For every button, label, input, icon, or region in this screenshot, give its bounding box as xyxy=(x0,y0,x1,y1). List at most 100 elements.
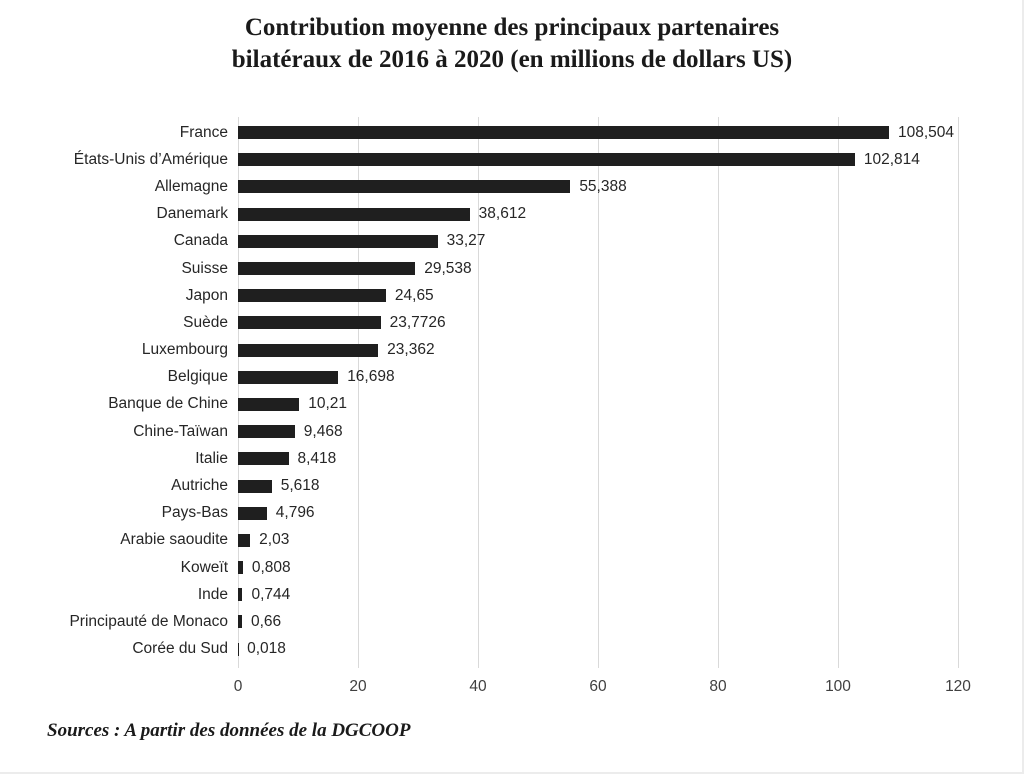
gridline-x-100 xyxy=(838,117,839,668)
bar xyxy=(238,588,243,602)
bar xyxy=(238,397,300,411)
value-label: 8,418 xyxy=(297,449,337,467)
category-label: Italie xyxy=(195,449,228,467)
category-label: Banque de Chine xyxy=(108,395,228,413)
bar xyxy=(238,234,438,248)
value-label: 23,7726 xyxy=(389,313,446,331)
value-label: 0,744 xyxy=(251,585,291,603)
x-axis-tick-labels: 0 20 40 60 80 100 120 xyxy=(234,678,971,698)
category-label: États-Unis d’Amérique xyxy=(73,150,228,168)
category-label: Principauté de Monaco xyxy=(69,612,228,630)
bar xyxy=(238,506,267,520)
source-note: Sources : A partir des données de la DGC… xyxy=(47,720,411,741)
bar-row: Allemagne 55,388 xyxy=(0,173,1024,200)
bar-track: 10,21 xyxy=(238,391,1024,418)
bar-row: Inde 0,744 xyxy=(0,581,1024,608)
value-label: 5,618 xyxy=(280,477,320,495)
bar-row: États-Unis d’Amérique 102,814 xyxy=(0,146,1024,173)
value-label: 2,03 xyxy=(259,531,290,549)
chart-title-line-2: bilatéraux de 2016 à 2020 (en millions d… xyxy=(231,46,793,73)
category-label: Japon xyxy=(185,286,228,304)
value-label: 0,66 xyxy=(250,612,282,630)
x-tick-label: 60 xyxy=(589,678,607,695)
x-tick-label: 100 xyxy=(825,678,851,695)
category-label: Allemagne xyxy=(154,177,228,195)
bar-track: 55,388 xyxy=(238,173,1024,200)
bar-row: Canada 33,27 xyxy=(0,228,1024,255)
value-label: 33,27 xyxy=(446,232,486,250)
bar-track: 5,618 xyxy=(238,472,1024,499)
bar-row: Pays-Bas 4,796 xyxy=(0,500,1024,527)
category-label: Autriche xyxy=(171,477,228,495)
bar-row: Danemark 38,612 xyxy=(0,201,1024,228)
bar-rows: France 108,504 États-Unis d’Amérique 102,81… xyxy=(0,119,1024,663)
bar-row: Koweït 0,808 xyxy=(0,554,1024,581)
value-label: 23,362 xyxy=(387,341,435,359)
bar-track: 16,698 xyxy=(238,364,1024,391)
bar-row: Japon 24,65 xyxy=(0,282,1024,309)
gridline-x-60 xyxy=(598,117,599,668)
category-label: Danemark xyxy=(156,205,229,223)
bar xyxy=(238,425,295,439)
gridline-x-40 xyxy=(478,117,479,668)
bar-row: Italie 8,418 xyxy=(0,445,1024,472)
plot-gridlines xyxy=(238,117,960,668)
bar xyxy=(238,207,470,221)
bar-track: 24,65 xyxy=(238,282,1024,309)
bar-row: Principauté de Monaco 0,66 xyxy=(0,608,1024,635)
bar-track: 23,362 xyxy=(238,337,1024,364)
value-label: 55,388 xyxy=(579,177,627,195)
bar xyxy=(238,180,571,194)
category-label: Suisse xyxy=(181,259,228,277)
bar xyxy=(238,533,251,547)
bar-row: Suisse 29,538 xyxy=(0,255,1024,282)
value-label: 29,538 xyxy=(424,259,472,277)
bar-track: 29,538 xyxy=(238,255,1024,282)
value-label: 102,814 xyxy=(863,150,920,168)
bar xyxy=(238,262,416,276)
x-tick-label: 120 xyxy=(945,678,971,695)
x-tick-label: 40 xyxy=(469,678,487,695)
chart-title: Contribution moyenne des principaux part… xyxy=(30,12,994,76)
bar xyxy=(238,289,386,303)
category-label: Koweït xyxy=(180,558,228,576)
category-label: Arabie saoudite xyxy=(120,531,228,549)
x-tick-label: 80 xyxy=(709,678,727,695)
bar-track: 8,418 xyxy=(238,445,1024,472)
bar-track: 23,7726 xyxy=(238,309,1024,336)
bar xyxy=(238,126,890,140)
gridline-x-120 xyxy=(958,117,959,668)
value-label: 38,612 xyxy=(478,205,527,223)
bar xyxy=(238,153,855,167)
x-tick-label: 20 xyxy=(349,678,367,695)
value-label: 4,796 xyxy=(275,504,315,522)
gridline-x-80 xyxy=(718,117,719,668)
bar-row: Belgique 16,698 xyxy=(0,364,1024,391)
x-tick-label: 0 xyxy=(233,678,243,695)
category-label: Luxembourg xyxy=(141,341,228,359)
bar-row: Banque de Chine 10,21 xyxy=(0,391,1024,418)
gridline-x-20 xyxy=(358,117,359,668)
category-label: Suède xyxy=(183,313,228,331)
value-label: 16,698 xyxy=(347,368,395,386)
value-label: 108,504 xyxy=(898,123,955,141)
bar-row: Chine-Taïwan 9,468 xyxy=(0,418,1024,445)
bar-row: France 108,504 xyxy=(0,119,1024,146)
bar xyxy=(238,343,379,357)
bar-track: 0,018 xyxy=(238,636,1024,663)
bar-track: 9,468 xyxy=(238,418,1024,445)
category-label: Inde xyxy=(197,585,228,603)
bar xyxy=(238,479,272,493)
value-label: 10,21 xyxy=(308,395,348,413)
category-label: Belgique xyxy=(167,368,228,386)
bar-track: 0,66 xyxy=(238,608,1024,635)
category-label: Canada xyxy=(173,232,228,250)
bar-track: 2,03 xyxy=(238,527,1024,554)
bar xyxy=(238,370,339,384)
bar-track: 38,612 xyxy=(238,201,1024,228)
gridline-x-0 xyxy=(238,117,239,668)
chart-title-line-1: Contribution moyenne des principaux part… xyxy=(244,14,780,41)
bar xyxy=(238,452,289,466)
bar-row: Suède 23,7726 xyxy=(0,309,1024,336)
category-label: Chine-Taïwan xyxy=(133,422,228,440)
